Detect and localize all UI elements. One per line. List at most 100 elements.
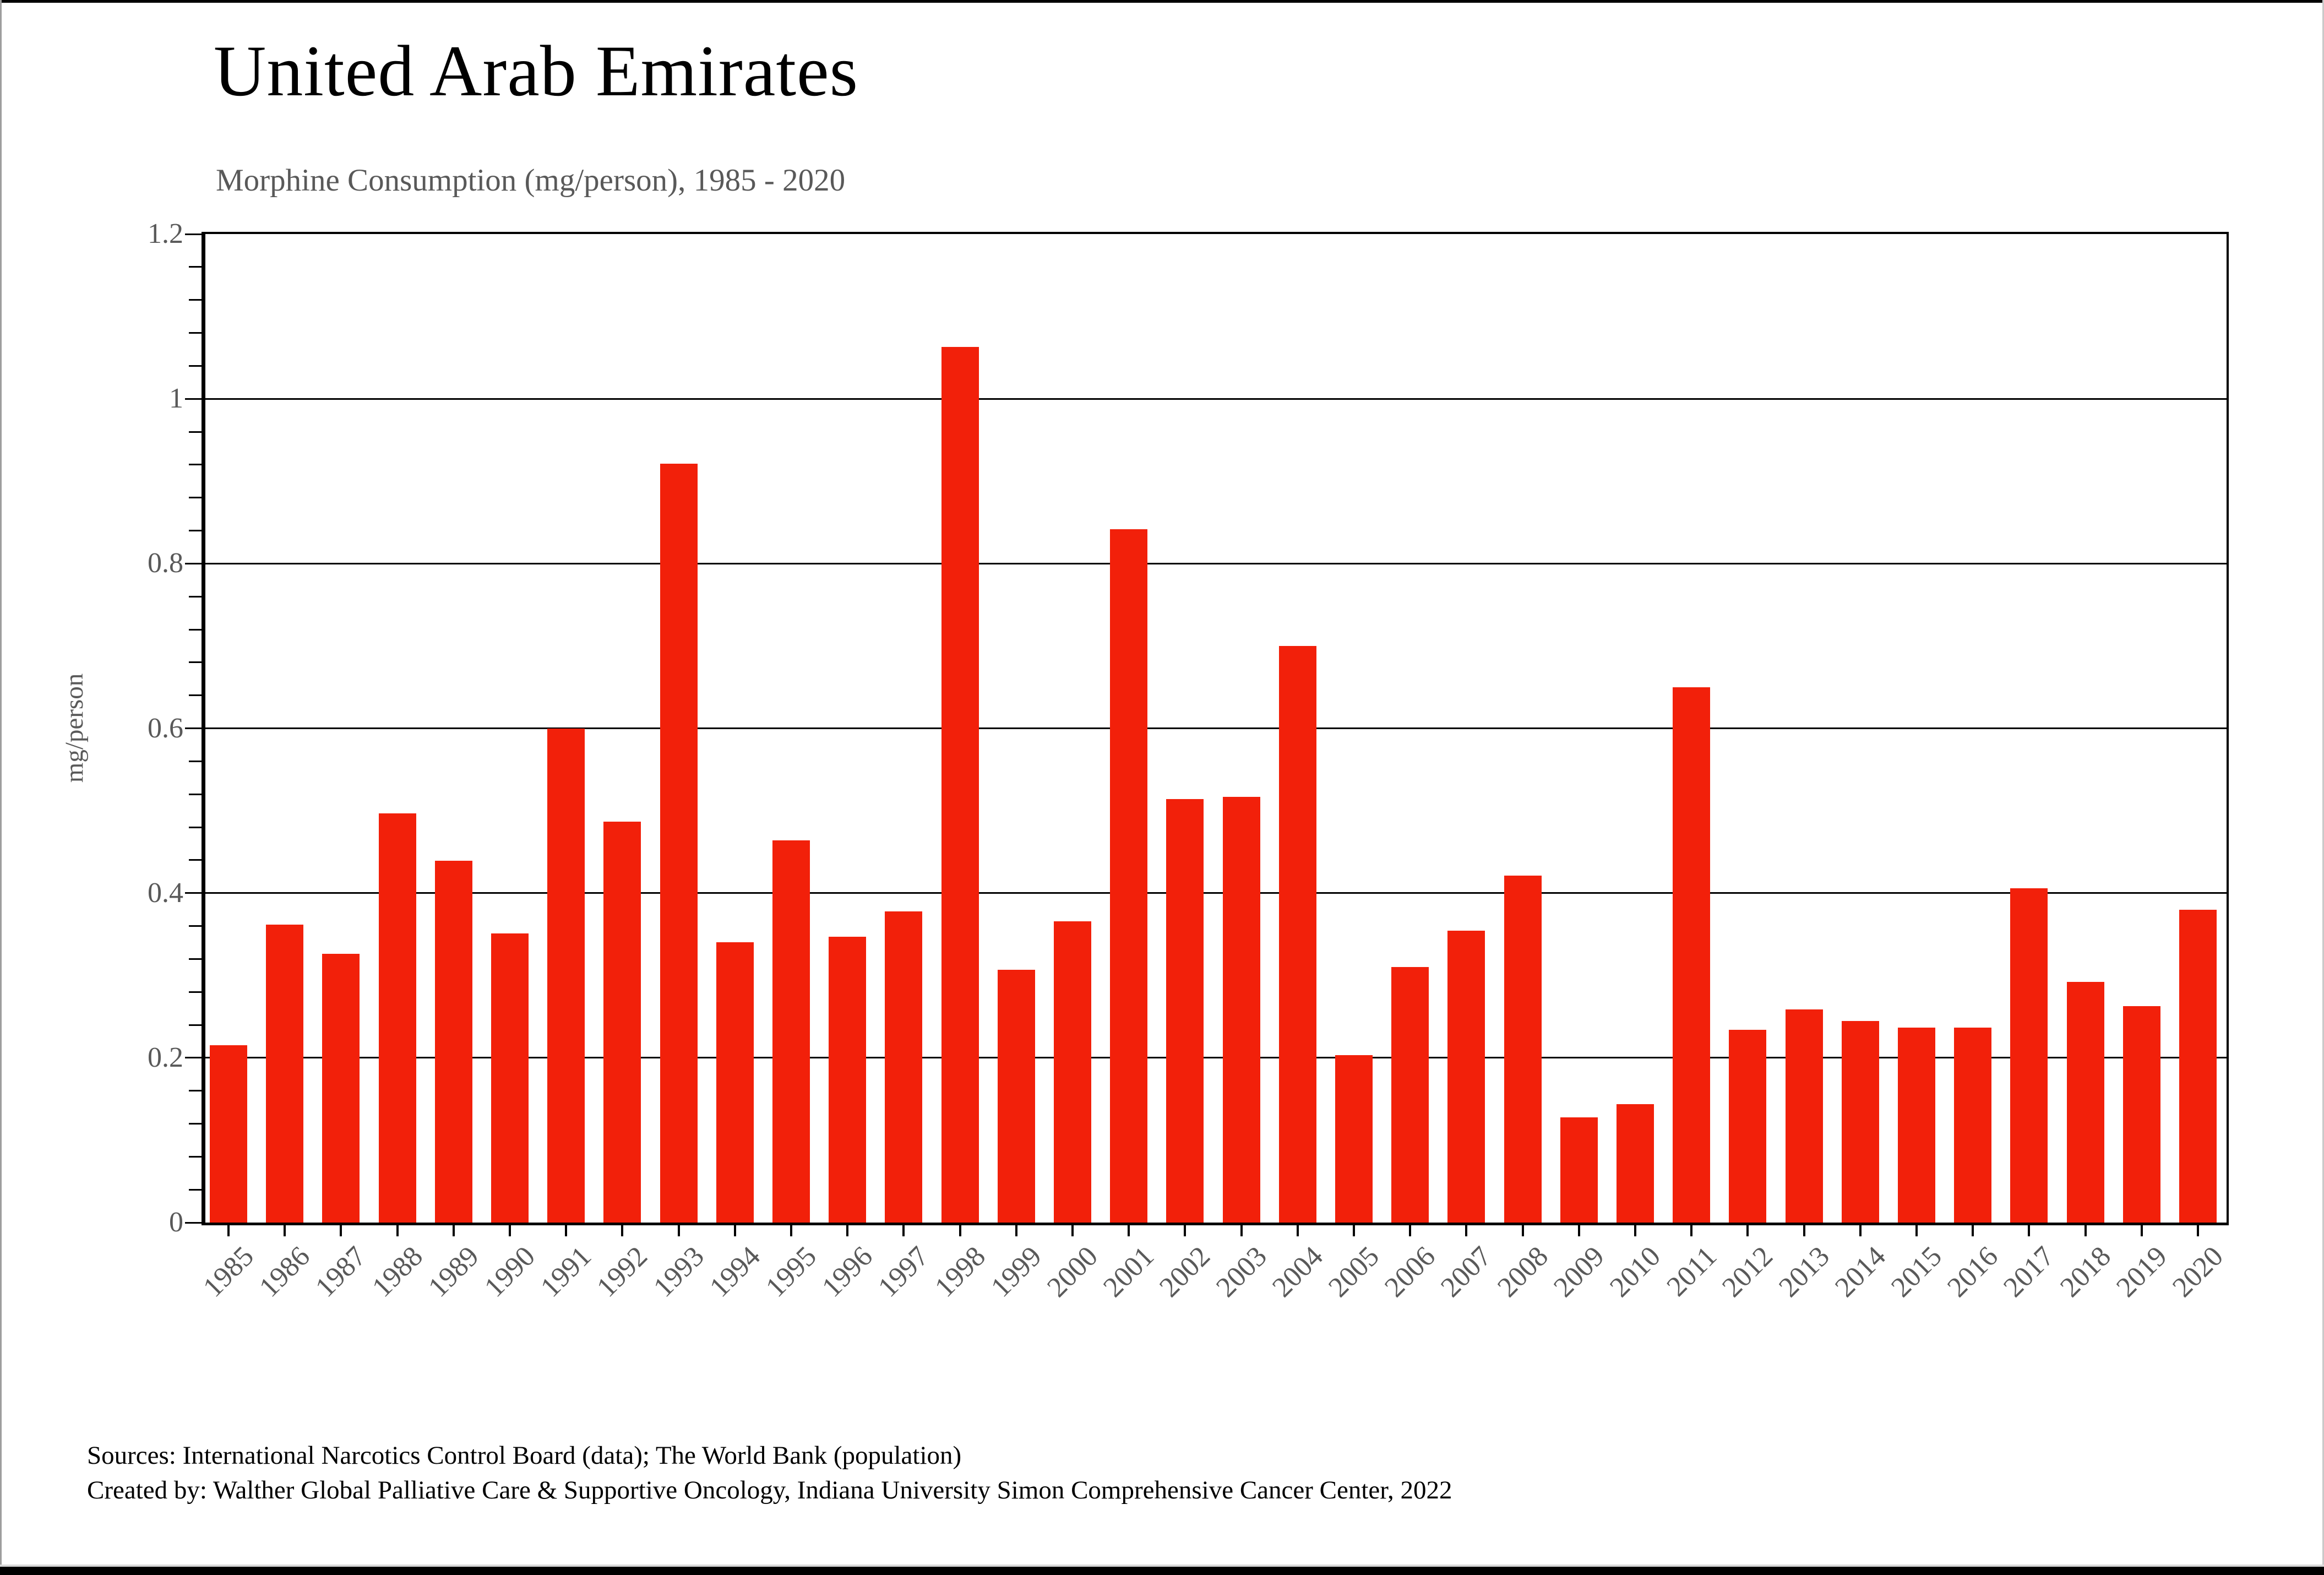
x-tick-1995 bbox=[790, 1225, 792, 1236]
bar-2015 bbox=[1898, 1027, 1935, 1223]
bar-2016 bbox=[1954, 1027, 1992, 1223]
y-major-tick bbox=[185, 1221, 202, 1224]
chart-subtitle: Morphine Consumption (mg/person), 1985 -… bbox=[216, 163, 846, 198]
x-tick-label-2006: 2006 bbox=[1379, 1240, 1442, 1304]
x-tick-2005 bbox=[1353, 1225, 1355, 1236]
bar-1986 bbox=[266, 924, 304, 1223]
y-minor-tick bbox=[189, 859, 202, 861]
y-major-tick bbox=[185, 727, 202, 729]
x-tick-2001 bbox=[1128, 1225, 1130, 1236]
x-tick-label-1986: 1986 bbox=[253, 1240, 317, 1304]
bar-1988 bbox=[378, 813, 416, 1223]
y-major-tick bbox=[185, 398, 202, 400]
y-minor-tick bbox=[189, 431, 202, 433]
gridline-0.6 bbox=[205, 727, 2227, 729]
x-tick-label-2008: 2008 bbox=[1491, 1240, 1554, 1304]
y-minor-tick bbox=[189, 365, 202, 367]
bar-1999 bbox=[997, 969, 1035, 1223]
bottom-black-bar bbox=[0, 1567, 2324, 1575]
bar-2006 bbox=[1391, 967, 1429, 1223]
y-major-tick bbox=[185, 892, 202, 894]
y-minor-tick bbox=[189, 266, 202, 268]
x-tick-label-2013: 2013 bbox=[1772, 1240, 1836, 1304]
x-tick-2019 bbox=[2140, 1225, 2143, 1236]
bar-1985 bbox=[210, 1045, 247, 1223]
x-tick-label-1985: 1985 bbox=[197, 1240, 260, 1304]
y-minor-tick bbox=[189, 628, 202, 631]
x-tick-1998 bbox=[959, 1225, 961, 1236]
x-tick-label-2003: 2003 bbox=[1210, 1240, 1273, 1304]
bar-1997 bbox=[885, 911, 923, 1223]
x-tick-2003 bbox=[1240, 1225, 1243, 1236]
bar-1989 bbox=[434, 861, 472, 1223]
x-tick-1996 bbox=[846, 1225, 849, 1236]
y-minor-tick bbox=[189, 925, 202, 927]
source-line-1: Sources: International Narcotics Control… bbox=[87, 1441, 962, 1470]
x-tick-label-2005: 2005 bbox=[1322, 1240, 1386, 1304]
y-minor-tick bbox=[189, 464, 202, 466]
plot-area: 0 0.2 0.4 0.6 0.8 1 1.2 1985 1986 1987 1988 1989 199… bbox=[148, 218, 2229, 1304]
x-tick-label-2019: 2019 bbox=[2110, 1240, 2173, 1304]
x-tick-2017 bbox=[2028, 1225, 2031, 1236]
x-tick-label-2012: 2012 bbox=[1716, 1240, 1779, 1304]
x-tick-label-2014: 2014 bbox=[1828, 1240, 1892, 1304]
y-minor-tick bbox=[189, 1123, 202, 1125]
y-axis-title: mg/person bbox=[60, 673, 89, 783]
x-tick-1991 bbox=[565, 1225, 568, 1236]
window-right-border bbox=[2322, 0, 2324, 1575]
bar-1996 bbox=[829, 936, 867, 1223]
x-tick-1988 bbox=[396, 1225, 399, 1236]
x-tick-2000 bbox=[1071, 1225, 1074, 1236]
bar-1998 bbox=[941, 346, 979, 1223]
source-line-2: Created by: Walther Global Palliative Ca… bbox=[87, 1476, 1452, 1505]
gridline-1 bbox=[205, 398, 2227, 400]
x-tick-2009 bbox=[1577, 1225, 1580, 1236]
y-tick-label-0.6: 0.6 bbox=[148, 712, 183, 744]
x-tick-label-2017: 2017 bbox=[1998, 1240, 2061, 1304]
x-tick-1987 bbox=[340, 1225, 342, 1236]
x-tick-2013 bbox=[1803, 1225, 1805, 1236]
bar-2008 bbox=[1504, 876, 1542, 1223]
x-tick-2010 bbox=[1634, 1225, 1636, 1236]
y-minor-tick bbox=[189, 1155, 202, 1158]
x-tick-label-2001: 2001 bbox=[1097, 1240, 1161, 1304]
x-tick-label-2004: 2004 bbox=[1266, 1240, 1329, 1304]
y-tick-label-0.4: 0.4 bbox=[148, 877, 183, 909]
y-minor-tick bbox=[189, 694, 202, 697]
bar-1995 bbox=[772, 840, 810, 1223]
x-tick-2020 bbox=[2197, 1225, 2199, 1236]
x-tick-label-1997: 1997 bbox=[872, 1240, 935, 1304]
bar-1990 bbox=[491, 933, 529, 1223]
x-tick-2002 bbox=[1184, 1225, 1187, 1236]
y-major-tick bbox=[185, 1057, 202, 1059]
bar-1992 bbox=[603, 821, 641, 1223]
bar-2002 bbox=[1166, 799, 1204, 1223]
x-tick-label-1991: 1991 bbox=[535, 1240, 598, 1304]
gridline-0.2 bbox=[205, 1057, 2227, 1059]
y-tick-label-0: 0 bbox=[169, 1207, 183, 1238]
chart-title: United Arab Emirates bbox=[214, 30, 859, 111]
y-tick-label-1.2: 1.2 bbox=[148, 218, 183, 249]
y-major-tick bbox=[185, 562, 202, 564]
bar-2019 bbox=[2122, 1006, 2160, 1223]
y-minor-tick bbox=[189, 1090, 202, 1092]
x-tick-2016 bbox=[1972, 1225, 1974, 1236]
x-tick-label-1998: 1998 bbox=[928, 1240, 992, 1304]
x-tick-label-1996: 1996 bbox=[816, 1240, 879, 1304]
bar-2013 bbox=[1785, 1009, 1823, 1223]
y-tick-label-1: 1 bbox=[169, 383, 183, 415]
x-tick-2015 bbox=[1915, 1225, 1918, 1236]
bar-2003 bbox=[1222, 796, 1260, 1223]
y-minor-tick bbox=[189, 991, 202, 993]
y-minor-tick bbox=[189, 497, 202, 499]
y-minor-tick bbox=[189, 595, 202, 598]
y-minor-tick bbox=[189, 958, 202, 960]
x-tick-1986 bbox=[284, 1225, 286, 1236]
x-tick-label-1995: 1995 bbox=[760, 1240, 823, 1304]
x-tick-label-1989: 1989 bbox=[422, 1240, 485, 1304]
x-tick-label-1992: 1992 bbox=[591, 1240, 654, 1304]
y-tick-label-0.8: 0.8 bbox=[148, 547, 183, 579]
bar-2000 bbox=[1054, 921, 1091, 1223]
x-tick-1993 bbox=[677, 1225, 680, 1236]
y-minor-tick bbox=[189, 1024, 202, 1026]
